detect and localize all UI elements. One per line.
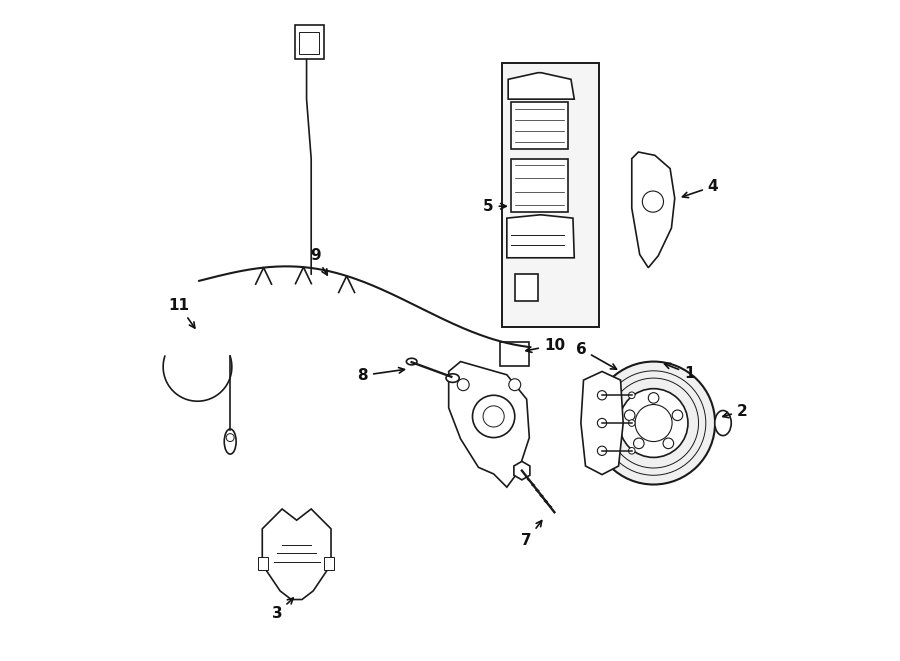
Ellipse shape [407,358,417,365]
Polygon shape [508,73,574,99]
Polygon shape [449,362,529,487]
Text: 1: 1 [664,364,695,381]
Circle shape [226,434,234,442]
Circle shape [472,395,515,438]
Ellipse shape [446,373,459,382]
Text: 2: 2 [723,404,748,418]
Text: 8: 8 [357,368,404,383]
Text: 10: 10 [526,338,565,352]
Bar [300,32,319,54]
Circle shape [508,379,521,391]
Polygon shape [262,509,331,600]
Bar [501,63,599,327]
Circle shape [625,410,635,420]
Circle shape [483,406,504,427]
Polygon shape [511,102,568,149]
Circle shape [634,438,644,449]
Bar [258,557,268,570]
Circle shape [648,393,659,403]
Circle shape [598,446,607,455]
Text: 11: 11 [168,298,194,328]
Circle shape [457,379,469,391]
Circle shape [619,389,688,457]
Ellipse shape [224,429,236,454]
Text: 3: 3 [272,598,293,621]
Circle shape [628,420,635,426]
Bar [324,557,334,570]
Text: 6: 6 [575,342,616,369]
Circle shape [672,410,683,420]
Polygon shape [632,152,675,268]
Text: 5: 5 [483,199,506,214]
Circle shape [635,405,672,442]
Circle shape [598,391,607,400]
Circle shape [628,392,635,399]
Polygon shape [514,461,530,480]
Polygon shape [507,215,574,258]
Polygon shape [515,274,538,301]
Polygon shape [580,371,623,475]
Bar [500,342,529,366]
Circle shape [663,438,673,449]
Ellipse shape [715,410,732,436]
Circle shape [628,447,635,454]
Circle shape [643,191,663,212]
Text: 4: 4 [682,179,718,198]
Polygon shape [511,159,568,212]
Text: 9: 9 [310,248,328,275]
Circle shape [592,362,716,485]
Text: 7: 7 [521,521,542,548]
Circle shape [598,418,607,428]
Bar [294,25,324,59]
